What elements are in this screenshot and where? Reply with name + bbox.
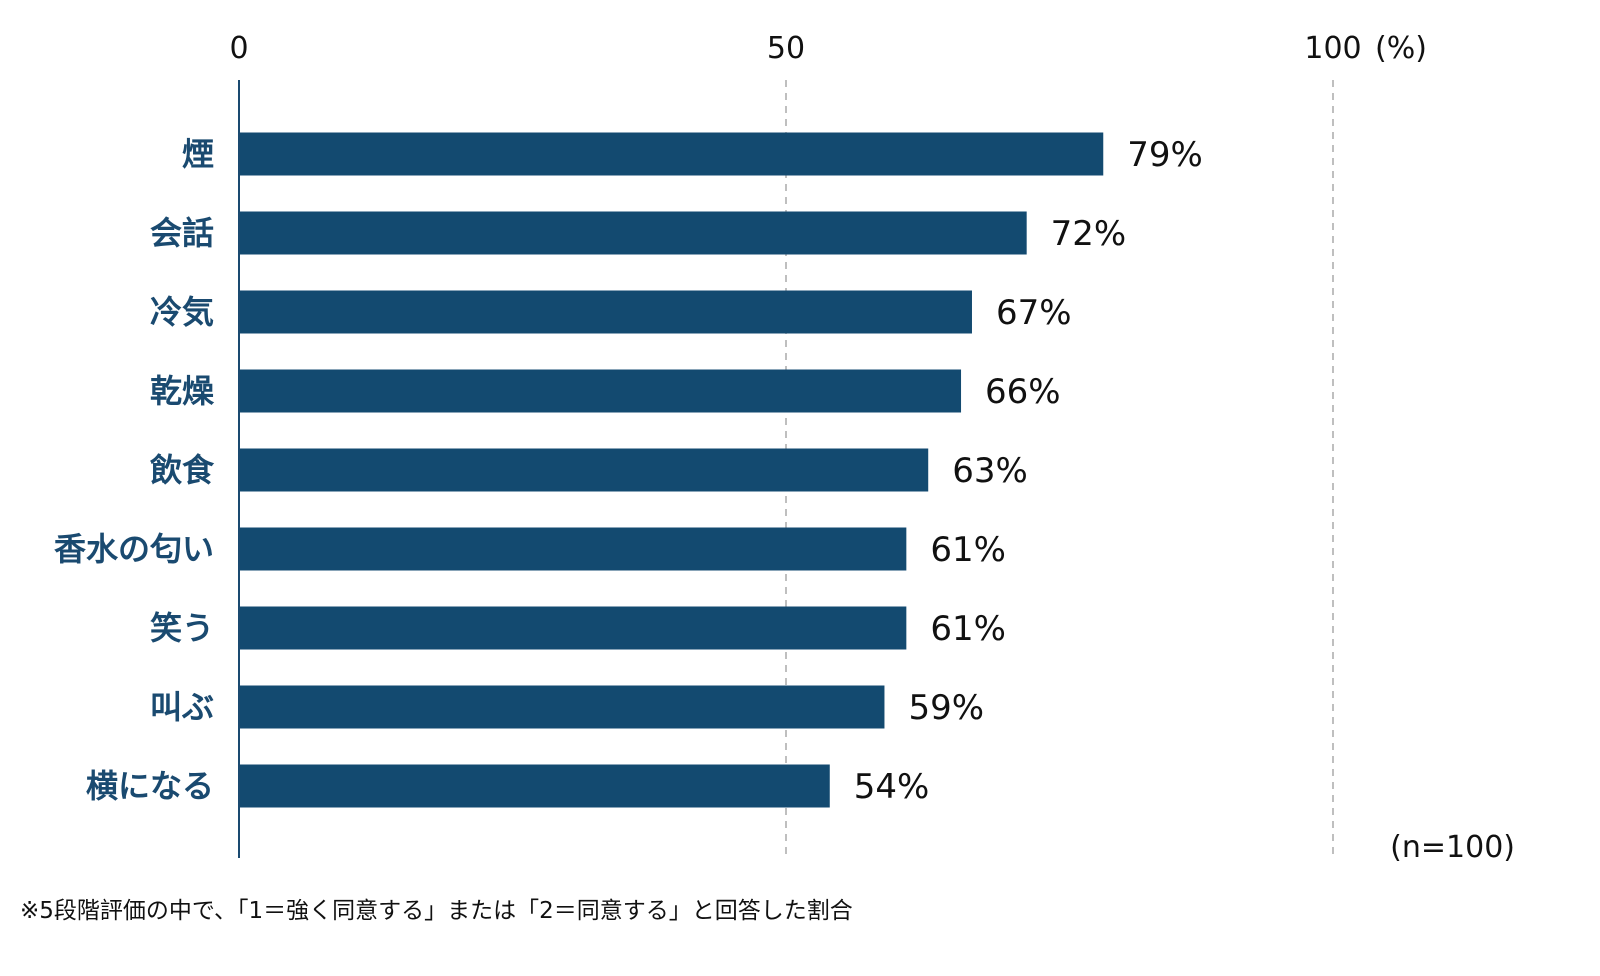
- category-label: 笑う: [150, 609, 214, 647]
- category-label: 香水の匂い: [54, 530, 214, 568]
- bar: [239, 369, 962, 413]
- sample-size-note: (n=100): [1390, 830, 1515, 865]
- x-tick-label: 100: [1304, 31, 1361, 66]
- bar: [239, 606, 907, 650]
- value-label: 67%: [996, 293, 1072, 333]
- category-label: 冷気: [150, 293, 214, 331]
- x-tick-label: 0: [229, 31, 248, 66]
- value-label: 72%: [1051, 214, 1127, 254]
- bar: [239, 764, 830, 808]
- category-label: 横になる: [86, 767, 214, 805]
- category-label: 叫ぶ: [150, 688, 214, 726]
- x-tick-label: 50: [767, 31, 805, 66]
- category-label: 煙: [182, 135, 214, 173]
- category-label: 会話: [150, 214, 214, 252]
- footnote: ※5段階評価の中で、「1＝強く同意する」または「2＝同意する」と回答した割合: [20, 898, 853, 924]
- bar: [239, 290, 972, 334]
- value-label: 61%: [930, 609, 1006, 649]
- bar: [239, 527, 907, 571]
- value-label: 66%: [985, 372, 1061, 412]
- value-label: 61%: [930, 530, 1006, 570]
- bar: [239, 132, 1104, 176]
- value-label: 79%: [1127, 135, 1203, 175]
- axis-unit-label: (%): [1375, 31, 1427, 66]
- value-label: 63%: [952, 451, 1028, 491]
- category-label: 乾燥: [150, 372, 215, 410]
- bar: [239, 685, 885, 729]
- category-label: 飲食: [150, 451, 215, 489]
- bar: [239, 448, 929, 492]
- value-label: 59%: [908, 688, 984, 728]
- value-label: 54%: [854, 767, 930, 807]
- bar: [239, 211, 1027, 255]
